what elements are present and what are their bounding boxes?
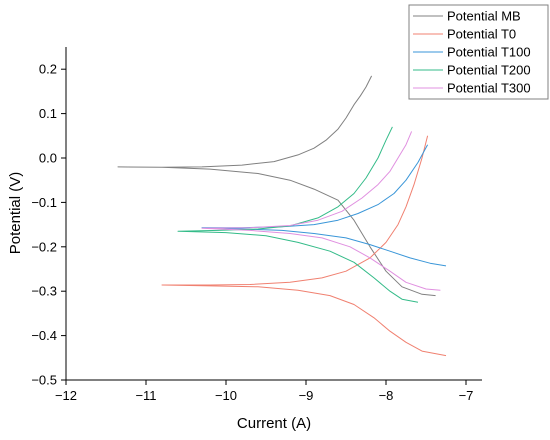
x-axis-ticks: −12 −11 −10 −9 −8 −7 xyxy=(55,380,473,403)
legend-label-3: Potential T100 xyxy=(447,45,531,60)
x-tick-label: −12 xyxy=(55,388,77,403)
y-tick-label: −0.2 xyxy=(31,239,57,254)
x-tick-label: −9 xyxy=(299,388,314,403)
y-tick-label: 0.0 xyxy=(39,151,57,166)
series-line-2 xyxy=(161,135,447,357)
series-line-1 xyxy=(117,75,436,297)
y-tick-label: 0.2 xyxy=(39,62,57,77)
series-line-3 xyxy=(201,144,447,267)
x-tick-label: −10 xyxy=(215,388,237,403)
y-tick-label: −0.1 xyxy=(31,195,57,210)
y-tick-label: −0.4 xyxy=(31,328,57,343)
series-line-4 xyxy=(177,126,419,303)
legend: Potential MB Potential T0 Potential T100 Po… xyxy=(408,4,549,100)
legend-box xyxy=(408,4,549,100)
y-tick-label: −0.5 xyxy=(31,373,57,388)
y-axis-title: Potential (V) xyxy=(7,172,24,255)
y-tick-label: 0.1 xyxy=(39,106,57,121)
plot-area: −12 −11 −10 −9 −8 −7 −0.5 −0.4 −0.3 −0.2 −0.1 0.0 0… xyxy=(31,47,482,403)
legend-label-4: Potential T200 xyxy=(447,63,531,78)
legend-label-2: Potential T0 xyxy=(447,27,516,42)
x-tick-label: −11 xyxy=(135,388,156,403)
legend-label-5: Potential T300 xyxy=(447,81,531,96)
x-axis-title: Current (A) xyxy=(237,415,311,432)
series-line-5 xyxy=(201,131,441,291)
legend-label-1: Potential MB xyxy=(447,9,521,24)
x-tick-label: −7 xyxy=(459,388,474,403)
x-tick-label: −8 xyxy=(379,388,394,403)
y-axis-ticks: −0.5 −0.4 −0.3 −0.2 −0.1 0.0 0.1 0.2 xyxy=(31,62,66,388)
legend-items: Potential MB Potential T0 Potential T100 Po… xyxy=(413,9,531,96)
series-layer xyxy=(117,75,447,357)
y-tick-label: −0.3 xyxy=(31,284,57,299)
